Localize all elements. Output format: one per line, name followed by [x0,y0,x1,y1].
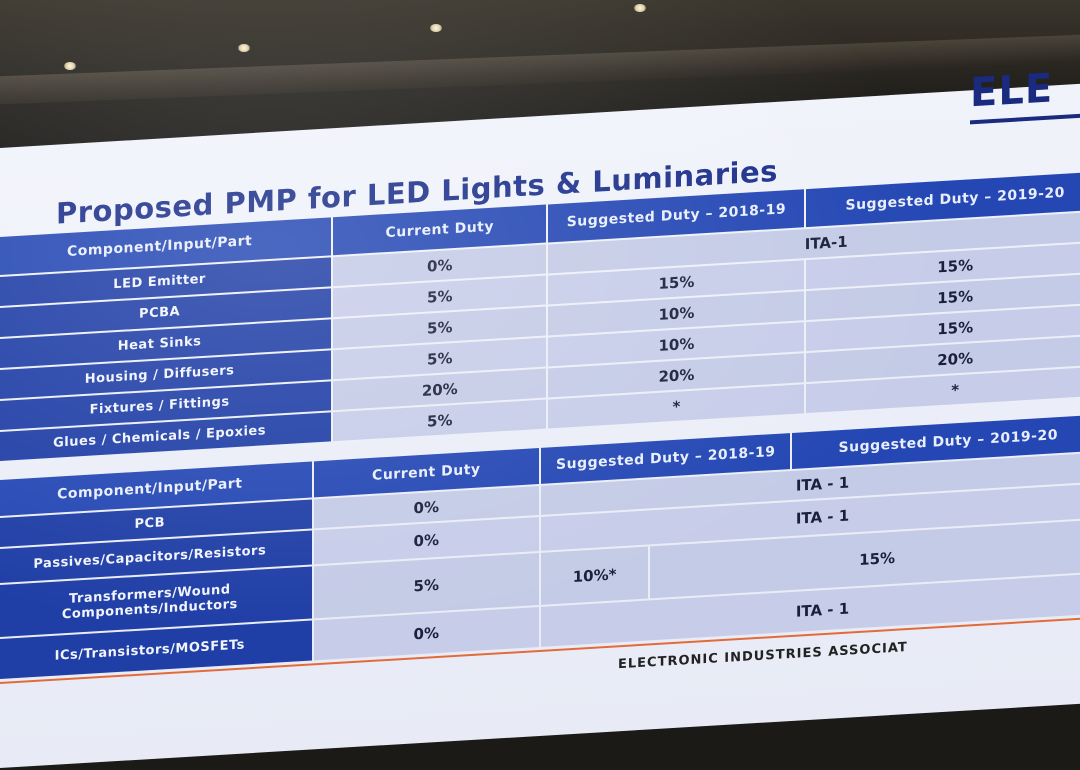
ceiling-light [64,62,76,70]
ceiling-light [238,44,250,52]
projection-screen: ELE Proposed PMP for LED Lights & Lumina… [0,65,1080,769]
slide: ELE Proposed PMP for LED Lights & Lumina… [0,65,1080,769]
footer-organization: ELECTRONIC INDUSTRIES ASSOCIAT [618,640,908,673]
duty-2018-19-cell: 10%* [541,546,649,605]
ceiling-light [634,4,646,12]
ceiling-light [430,24,442,32]
